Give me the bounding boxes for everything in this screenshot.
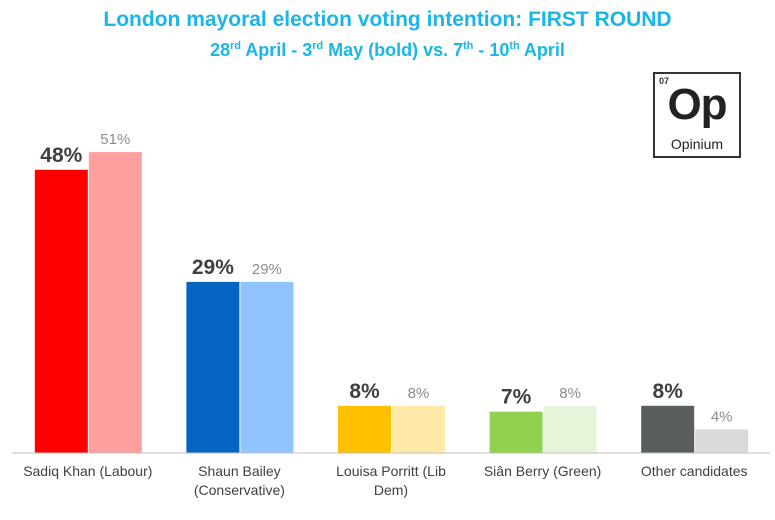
subtitle-part: 28: [210, 40, 231, 60]
bar: [392, 405, 445, 453]
data-label: 29%: [192, 256, 234, 279]
bar: [240, 281, 294, 453]
bar: [489, 411, 543, 453]
chart-title: London mayoral election voting intention…: [103, 8, 672, 31]
chart-subtitle: 28rd April - 3rd May (bold) vs. 7th - 10…: [0, 40, 775, 61]
logo-symbol: Op: [667, 80, 727, 129]
data-label: 48%: [40, 144, 82, 167]
category-label: Siân Berry (Green): [484, 463, 601, 479]
data-label: 29%: [252, 261, 282, 278]
bar: [186, 281, 240, 453]
data-label: 8%: [349, 380, 380, 403]
bar: [543, 405, 597, 453]
subtitle-sup: rd: [230, 40, 241, 52]
subtitle-sup: th: [463, 40, 474, 52]
category-label: Dem): [374, 482, 408, 498]
data-label: 8%: [559, 385, 581, 402]
data-label: 8%: [408, 385, 430, 402]
category-label: Other candidates: [641, 463, 748, 479]
data-label: 7%: [501, 386, 532, 409]
bar: [338, 405, 391, 453]
bar: [695, 429, 749, 453]
subtitle-part: April: [519, 40, 565, 60]
data-label: 51%: [100, 131, 130, 148]
logo-number: 07: [659, 76, 670, 86]
data-label: 8%: [653, 380, 684, 403]
subtitle-sup: th: [509, 40, 520, 52]
subtitle-sup: rd: [312, 40, 324, 52]
bar: [34, 169, 88, 454]
logo-name: Opinium: [670, 136, 724, 152]
bar: [88, 152, 142, 453]
category-label: Louisa Porritt (Lib: [336, 463, 446, 479]
subtitle-part: May (bold) vs. 7: [323, 40, 464, 60]
bar: [641, 405, 695, 453]
category-label: Sadiq Khan (Labour): [23, 463, 152, 479]
category-label: Shaun Bailey: [198, 463, 281, 479]
category-label: (Conservative): [194, 482, 285, 498]
opinium-logo: 07 Op Opinium: [653, 72, 741, 158]
data-label: 4%: [711, 408, 733, 425]
subtitle-part: - 10: [473, 40, 510, 60]
subtitle-part: April - 3: [240, 40, 313, 60]
